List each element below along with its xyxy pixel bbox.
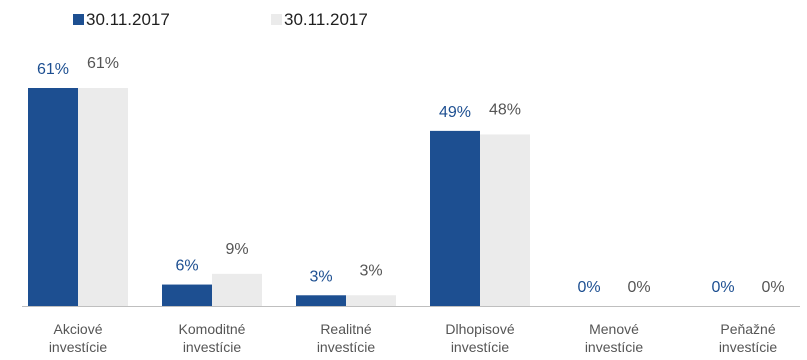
data-label: 61% bbox=[37, 61, 69, 78]
data-label: 49% bbox=[439, 104, 471, 121]
data-label: 0% bbox=[711, 279, 734, 296]
bar-series-2 bbox=[78, 88, 128, 306]
data-label: 6% bbox=[175, 258, 198, 275]
bar-series-1 bbox=[28, 88, 78, 306]
category-label: investície bbox=[49, 339, 108, 355]
category-label: investície bbox=[317, 339, 376, 355]
bar-series-1 bbox=[430, 130, 480, 306]
bar-series-1 bbox=[296, 295, 346, 306]
data-label: 0% bbox=[761, 279, 784, 296]
bar-series-1 bbox=[162, 284, 212, 306]
category-label: Menové bbox=[589, 321, 639, 337]
data-label: 61% bbox=[87, 55, 119, 72]
legend-swatch bbox=[73, 14, 84, 25]
bar-series-2 bbox=[480, 134, 530, 306]
category-label: Komoditné bbox=[179, 321, 246, 337]
data-label: 3% bbox=[359, 262, 382, 279]
legend-swatch bbox=[271, 14, 282, 25]
category-label: Peňažné bbox=[720, 321, 775, 337]
category-label: investície bbox=[451, 339, 510, 355]
data-label: 0% bbox=[627, 279, 650, 296]
data-label: 3% bbox=[309, 268, 332, 285]
category-label: investície bbox=[183, 339, 242, 355]
category-label: Dlhopisové bbox=[445, 321, 514, 337]
bar-series-2 bbox=[212, 273, 262, 306]
category-label: Realitné bbox=[320, 321, 372, 337]
data-label: 0% bbox=[577, 279, 600, 296]
category-label: investície bbox=[719, 339, 778, 355]
category-label: investície bbox=[585, 339, 644, 355]
data-label: 48% bbox=[489, 101, 521, 118]
legend-label: 30.11.2017 bbox=[86, 10, 170, 29]
category-label: Akciové bbox=[53, 321, 102, 337]
data-label: 9% bbox=[225, 241, 248, 258]
bar-series-2 bbox=[346, 295, 396, 306]
legend-label: 30.11.2017 bbox=[284, 10, 368, 29]
